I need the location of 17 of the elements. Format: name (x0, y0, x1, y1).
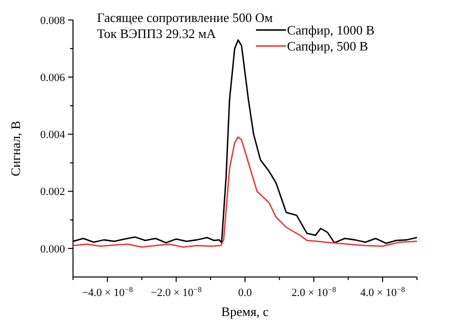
y-tick-label: 0.006 (40, 72, 66, 84)
legend-label: Сапфир, 500 В (287, 38, 368, 54)
y-tick-label: 0.004 (40, 129, 66, 142)
legend-label: Сапфир, 1000 В (287, 22, 375, 38)
y-axis-title: Сигнал, В (8, 120, 23, 176)
line-series (72, 136, 418, 248)
y-tick-label: 0.000 (40, 243, 66, 256)
x-tick-label: 4.0 × 10$^{−8}$ (360, 284, 406, 299)
y-tick-label: 0.002 (40, 186, 65, 198)
y-tick-label: 0.008 (40, 14, 66, 27)
x-axis-title: Время, с (221, 304, 269, 319)
annotation: Гасящее сопротивление 500 Ом (97, 10, 273, 25)
x-tick-label: 2.0 × 10$^{−8}$ (291, 284, 336, 299)
annotation: Ток ВЭПП3 29.32 мА (97, 26, 217, 41)
x-tick-label: 0.0 (238, 287, 252, 299)
x-tick-label: −4.0 × 10$^{−8}$ (82, 284, 133, 299)
x-tick-label: −2.0 × 10$^{−8}$ (150, 284, 202, 299)
